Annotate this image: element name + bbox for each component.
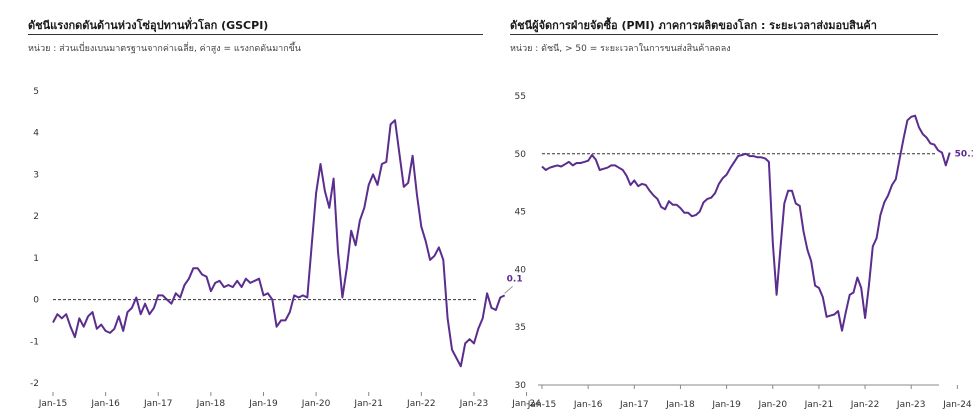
gscpi-y-tick-4: 1 — [33, 254, 39, 264]
gscpi-y-tick-3: 2 — [33, 212, 39, 222]
gscpi-x-tick-9: Jan-24 — [511, 399, 541, 409]
gscpi-series-line — [52, 119, 506, 368]
gscpi-y-tick-5: 0 — [33, 296, 39, 306]
gscpi-x-tick-4: Jan-19 — [248, 399, 278, 409]
gscpi-x-tick-6: Jan-21 — [353, 399, 383, 409]
title-rule — [510, 34, 938, 35]
gscpi-x-tick-2: Jan-17 — [143, 399, 173, 409]
gscpi-x-tick-7: Jan-22 — [406, 399, 436, 409]
chart-title: ดัชนีผู้จัดการฝ่ายจัดซื้อ (PMI) ภาคการผล… — [510, 19, 877, 32]
gscpi-x-tick-0: Jan-15 — [38, 399, 68, 409]
pmi-x-tick-1: Jan-16 — [573, 400, 603, 410]
pmi-chart-panel: ดัชนีผู้จัดการฝ่ายจัดซื้อ (PMI) ภาคการผล… — [505, 0, 973, 413]
pmi-series-line — [541, 114, 951, 332]
gscpi-x-tick-5: Jan-20 — [301, 399, 331, 409]
pmi-x-tick-3: Jan-18 — [665, 400, 695, 410]
gscpi-last-value-leader — [504, 286, 513, 294]
pmi-x-tick-6: Jan-21 — [804, 400, 834, 410]
gscpi-y-tick-1: 4 — [33, 129, 39, 139]
chart-subtitle: หน่วย : ส่วนเบี่ยงเบนมาตรฐานจากค่าเฉลี่ย… — [28, 44, 301, 54]
pmi-x-tick-2: Jan-17 — [619, 400, 649, 410]
gscpi-line-chart: 5 4 3 2 1 0 -1 -2 Jan-15 Jan-16 Jan-17 Jan-18 Jan-19… — [30, 87, 541, 409]
gscpi-x-tick-3: Jan-18 — [196, 399, 226, 409]
gscpi-chart-panel: ดัชนีแรงกดดันด้านห่วงโซ่อุปทานทั่วโลก (G… — [28, 19, 541, 409]
gscpi-y-tick-6: -1 — [30, 337, 39, 347]
pmi-x-tick-4: Jan-19 — [711, 400, 741, 410]
pmi-x-tick-8: Jan-23 — [896, 400, 926, 410]
gscpi-y-tick-2: 3 — [33, 170, 39, 180]
gscpi-last-value-label: 0.1 — [507, 274, 523, 284]
pmi-y-tick-5: 30 — [515, 381, 527, 391]
gscpi-x-tick-1: Jan-16 — [90, 399, 120, 409]
chart-title: ดัชนีแรงกดดันด้านห่วงโซ่อุปทานทั่วโลก (G… — [28, 19, 269, 32]
title-rule — [28, 34, 483, 35]
gscpi-y-tick-0: 5 — [33, 87, 39, 97]
gscpi-y-tick-7: -2 — [30, 379, 39, 389]
pmi-x-tick-9: Jan-24 — [942, 400, 972, 410]
gscpi-x-tick-8: Jan-23 — [459, 399, 489, 409]
chart-subtitle: หน่วย : ดัชนี, > 50 = ระยะเวลาในการขนส่ง… — [510, 44, 731, 54]
pmi-y-tick-4: 35 — [515, 323, 526, 333]
pmi-y-tick-0: 55 — [515, 92, 526, 102]
pmi-y-tick-2: 45 — [515, 208, 526, 218]
pmi-x-tick-7: Jan-22 — [850, 400, 880, 410]
pmi-y-tick-1: 50 — [515, 150, 527, 160]
pmi-x-tick-5: Jan-20 — [757, 400, 787, 410]
pmi-last-value-label: 50.1 — [955, 150, 973, 160]
pmi-y-tick-3: 40 — [515, 265, 527, 275]
pmi-x-tick-0: Jan-15 — [527, 400, 557, 410]
